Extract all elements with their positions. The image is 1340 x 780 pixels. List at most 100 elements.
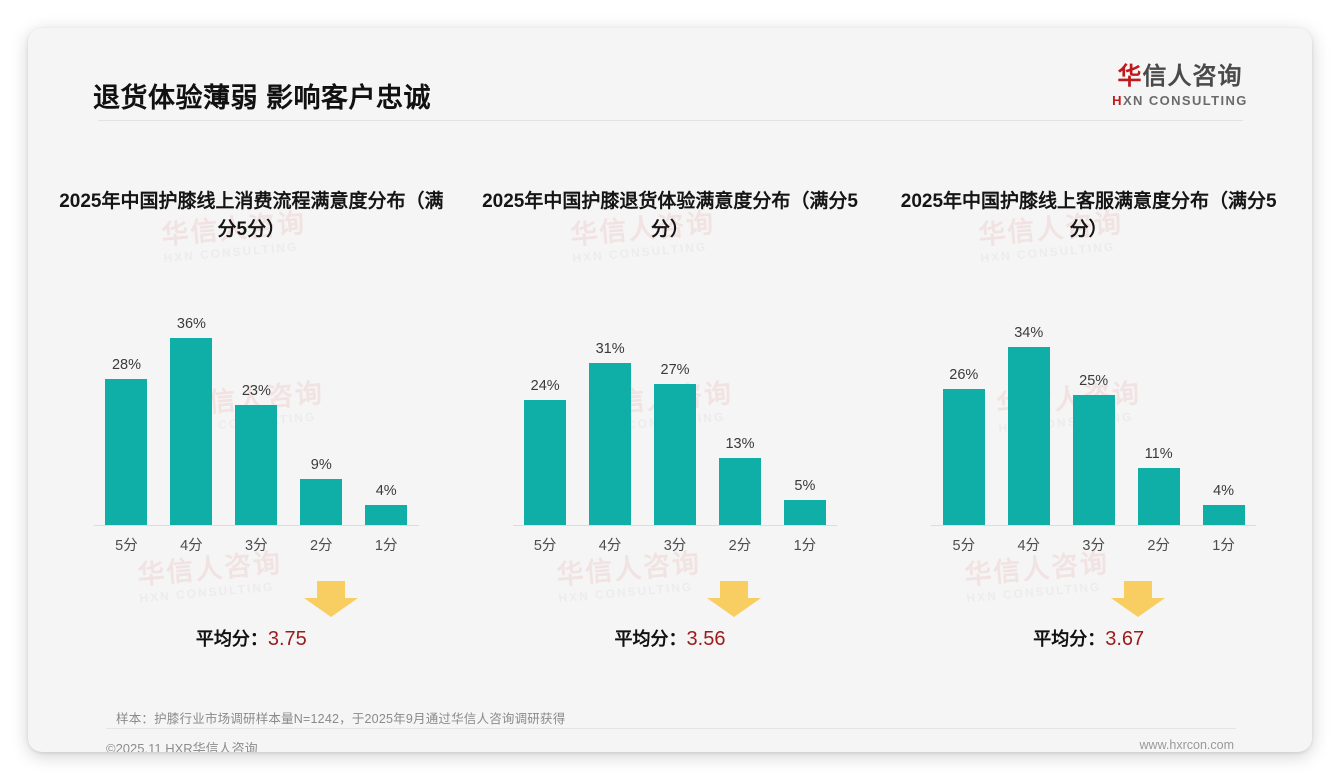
- category-label: 2分: [1147, 538, 1170, 554]
- bar-column[interactable]: 11%: [1126, 316, 1191, 526]
- logo-cn-red-char: 华: [1117, 63, 1143, 90]
- category-label: 2分: [309, 538, 333, 554]
- slide-canvas: 退货体验薄弱 影响客户忠诚 华信人咨询 HXN CONSULTING 华信人咨询…: [28, 28, 1312, 752]
- bar-value-label: 5%: [794, 478, 816, 494]
- page-title: 退货体验薄弱 影响客户忠诚: [93, 83, 432, 113]
- category-label: 1分: [1212, 538, 1235, 554]
- bar-rect[interactable]: [1137, 468, 1180, 526]
- bar-rect[interactable]: [365, 505, 408, 526]
- logo-cn-rest: 信人咨询: [1142, 63, 1243, 90]
- bar-column[interactable]: 23%: [224, 316, 289, 526]
- category-label: 1分: [793, 538, 817, 554]
- bar-rect[interactable]: [170, 338, 213, 526]
- chart-plot-1: 28% 36% 23% 9%: [94, 316, 419, 566]
- chart-title-1: 2025年中国护膝线上消费流程满意度分布（满分5分）: [59, 191, 444, 240]
- bar-rect[interactable]: [654, 384, 697, 526]
- average-annotation-1: 平均分：3.75: [42, 581, 461, 651]
- bar-rect[interactable]: [524, 400, 567, 526]
- bar-value-label: 13%: [725, 436, 755, 452]
- category-label: 3分: [1082, 538, 1105, 554]
- bar-column[interactable]: 5%: [772, 316, 837, 526]
- average-value: 3.67: [1105, 628, 1145, 650]
- average-label: 平均分：: [195, 629, 268, 649]
- category-axis-2: 5分 4分 3分 2分 1分: [513, 534, 838, 560]
- bar-rect[interactable]: [235, 405, 278, 526]
- copyright-text: ©2025.11 HXR华信人咨询: [106, 741, 258, 752]
- bar-rect[interactable]: [1202, 505, 1245, 526]
- chart-title-3: 2025年中国护膝线上客服满意度分布（满分5分）: [900, 191, 1277, 240]
- average-label: 平均分：: [1033, 629, 1106, 649]
- slide-header: 退货体验薄弱 影响客户忠诚 华信人咨询 HXN CONSULTING: [28, 28, 1312, 121]
- bar-rect[interactable]: [1007, 347, 1050, 526]
- bar-column[interactable]: 36%: [159, 316, 224, 526]
- bar-column[interactable]: 4%: [1191, 316, 1256, 526]
- bar-rect[interactable]: [589, 363, 632, 526]
- arrow-stem: [719, 581, 748, 599]
- average-annotation-3: 平均分：3.67: [879, 581, 1298, 651]
- category-label: 5分: [533, 538, 557, 554]
- logo-chinese-text: 华信人咨询: [1090, 63, 1270, 90]
- category-label: 4分: [180, 538, 203, 554]
- bar-value-label: 9%: [310, 457, 332, 473]
- logo-english-text: HXN CONSULTING: [1090, 93, 1270, 108]
- category-label: 4分: [1017, 538, 1041, 554]
- chart-plot-2: 24% 31% 27% 13%: [512, 316, 838, 566]
- bar-column[interactable]: 13%: [707, 316, 772, 526]
- category-label: 3分: [663, 538, 687, 554]
- bar-value-label: 36%: [176, 316, 206, 332]
- bar-column[interactable]: 34%: [996, 316, 1061, 526]
- down-arrow-icon: [706, 581, 761, 617]
- bar-column[interactable]: 24%: [513, 316, 578, 526]
- category-label: 1分: [374, 538, 398, 554]
- category-label: 3分: [245, 538, 268, 554]
- bar-group-1: 28% 36% 23% 9%: [94, 316, 419, 526]
- average-score-text: 平均分：3.56: [461, 625, 880, 651]
- average-score-text: 平均分：3.75: [42, 625, 461, 651]
- bar-column[interactable]: 4%: [354, 316, 419, 526]
- average-label: 平均分：: [614, 629, 687, 649]
- bar-rect[interactable]: [783, 500, 826, 526]
- bar-column[interactable]: 26%: [931, 316, 996, 526]
- logo-en-red-char: H: [1112, 93, 1123, 109]
- axis-baseline: [94, 525, 419, 526]
- footer-divider: [106, 728, 1236, 729]
- down-arrow-icon: [304, 581, 358, 617]
- arrow-stem: [1124, 581, 1153, 599]
- average-value: 3.75: [267, 628, 307, 650]
- chart-panel-1: 华信人咨询 HXN CONSULTING 华信人咨询 HXN CONSULTIN…: [42, 156, 461, 676]
- category-axis-1: 5分 4分 3分 2分 1分: [94, 534, 419, 560]
- average-annotation-2: 平均分：3.56: [461, 581, 880, 651]
- category-axis-3: 5分 4分 3分 2分 1分: [931, 534, 1256, 560]
- down-arrow-icon: [1111, 581, 1166, 617]
- arrow-head: [1111, 598, 1166, 617]
- bar-rect[interactable]: [942, 389, 985, 526]
- category-label: 5分: [952, 538, 976, 554]
- bar-value-label: 23%: [241, 383, 271, 399]
- bar-group-3: 26% 34% 25% 11%: [931, 316, 1256, 526]
- category-label: 2分: [728, 538, 752, 554]
- logo-en-rest: XN CONSULTING: [1122, 93, 1248, 109]
- axis-baseline: [931, 525, 1257, 526]
- bar-column[interactable]: 25%: [1061, 316, 1126, 526]
- bar-value-label: 28%: [111, 357, 141, 373]
- bar-value-label: 4%: [1213, 483, 1235, 499]
- bar-column[interactable]: 31%: [578, 316, 643, 526]
- bar-rect[interactable]: [105, 379, 148, 526]
- bar-column[interactable]: 9%: [289, 316, 354, 526]
- bar-rect[interactable]: [300, 479, 343, 526]
- average-value: 3.56: [686, 628, 726, 650]
- bar-value-label: 26%: [949, 367, 979, 383]
- arrow-head: [706, 598, 761, 617]
- bar-rect[interactable]: [718, 458, 761, 526]
- bar-column[interactable]: 27%: [643, 316, 708, 526]
- bar-value-label: 11%: [1144, 446, 1173, 462]
- website-url[interactable]: www.hxrcon.com: [1139, 738, 1234, 752]
- bar-column[interactable]: 28%: [94, 316, 159, 526]
- bar-value-label: 4%: [375, 483, 397, 499]
- sample-footnote: 样本：护膝行业市场调研样本量N=1242，于2025年9月通过华信人咨询调研获得: [116, 712, 566, 726]
- charts-row: 华信人咨询 HXN CONSULTING 华信人咨询 HXN CONSULTIN…: [42, 156, 1298, 676]
- bar-rect[interactable]: [1072, 395, 1115, 526]
- slide-footer: ©2025.11 HXR华信人咨询 www.hxrcon.com: [28, 738, 1312, 752]
- chart-panel-2: 华信人咨询 HXN CONSULTING 华信人咨询 HXN CONSULTIN…: [461, 156, 880, 676]
- arrow-stem: [317, 581, 345, 599]
